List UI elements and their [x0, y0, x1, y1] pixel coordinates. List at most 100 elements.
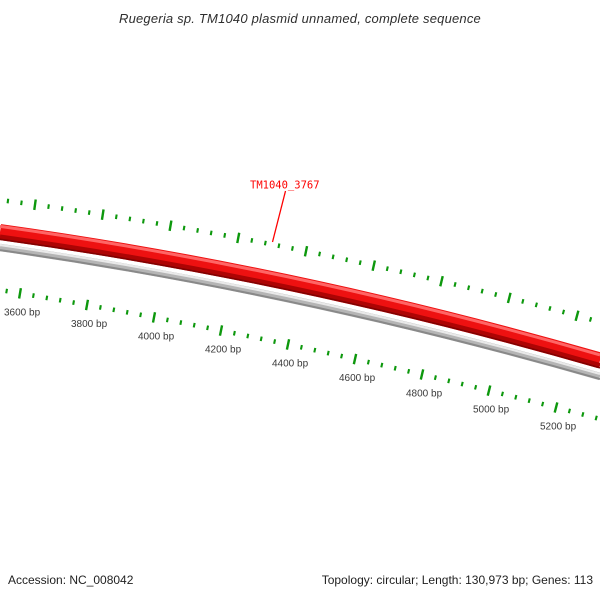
- minor-tick-mark: [561, 309, 566, 315]
- minor-tick-mark: [366, 359, 370, 365]
- minor-tick-mark: [87, 210, 91, 215]
- minor-tick-mark: [541, 401, 545, 407]
- bp-ruler-labels: 3600 bp 3800 bp 4000 bp 4200 bp 4400 bp 4600 …: [4, 307, 577, 432]
- minor-tick-mark: [155, 220, 159, 226]
- minor-tick-mark: [474, 384, 478, 390]
- feature-band-segment[interactable]: [0, 234, 600, 368]
- bp-label: 5200 bp: [540, 422, 577, 433]
- feature-band-segment[interactable]: [0, 238, 600, 369]
- minor-tick-mark: [250, 238, 254, 243]
- minor-tick-mark: [313, 347, 317, 353]
- minor-tick-mark: [380, 362, 384, 368]
- bp-label: 4000 bp: [138, 331, 175, 342]
- minor-tick-mark: [5, 288, 9, 294]
- minor-tick-mark: [521, 298, 525, 304]
- major-tick-mark: [285, 339, 291, 350]
- backbone-segment: [0, 249, 600, 381]
- minor-tick-mark: [326, 350, 330, 356]
- bp-ruler: [5, 287, 598, 421]
- page-title: Ruegeria sp. TM1040 plasmid unnamed, com…: [118, 11, 481, 26]
- minor-tick-mark: [20, 200, 23, 206]
- minor-tick-mark: [72, 300, 76, 306]
- minor-tick-mark: [527, 398, 531, 404]
- major-tick-mark: [419, 369, 425, 380]
- minor-tick-mark: [31, 293, 35, 299]
- minor-tick-mark: [447, 378, 451, 384]
- minor-tick-mark: [179, 320, 183, 326]
- minor-tick-mark: [467, 285, 471, 291]
- major-tick-mark: [439, 275, 444, 287]
- minor-tick-mark: [494, 291, 498, 297]
- major-tick-mark: [574, 310, 580, 322]
- minor-tick-mark: [299, 344, 303, 350]
- feature-band-segment[interactable]: [0, 224, 600, 369]
- minor-tick-mark: [74, 208, 78, 213]
- minor-tick-mark: [209, 230, 213, 236]
- minor-tick-mark: [125, 309, 129, 315]
- major-tick-mark: [168, 220, 173, 232]
- backbone-segment: [0, 243, 600, 376]
- minor-tick-mark: [259, 336, 263, 342]
- minor-tick-mark: [192, 322, 196, 328]
- minor-tick-mark: [45, 295, 49, 301]
- major-tick-mark: [303, 245, 309, 257]
- major-tick-mark: [218, 325, 224, 336]
- feature-label[interactable]: TM1040_3767: [250, 180, 320, 192]
- minor-tick-mark: [393, 365, 397, 371]
- major-tick-mark: [486, 385, 492, 396]
- minor-tick-mark: [594, 415, 598, 421]
- minor-tick-mark: [548, 305, 552, 311]
- minor-tick-mark: [412, 272, 416, 278]
- minor-tick-mark: [273, 339, 277, 345]
- backbone-band: [0, 243, 600, 381]
- minor-tick-mark: [112, 307, 116, 313]
- major-tick-mark: [553, 402, 559, 413]
- bp-label: 3600 bp: [4, 307, 41, 318]
- outer-tick-ruler: [6, 198, 593, 322]
- minor-tick-mark: [480, 288, 484, 294]
- major-tick-mark: [352, 353, 358, 365]
- status-accession: Accession: NC_008042: [8, 573, 134, 587]
- minor-tick-mark: [182, 225, 186, 231]
- minor-tick-mark: [128, 216, 132, 222]
- minor-tick-mark: [223, 232, 227, 238]
- minor-tick-mark: [453, 281, 457, 287]
- minor-tick-mark: [206, 325, 210, 331]
- minor-tick-mark: [581, 411, 585, 417]
- minor-tick-mark: [246, 333, 250, 339]
- feature-band[interactable]: [0, 224, 600, 369]
- minor-tick-mark: [460, 381, 464, 387]
- minor-tick-mark: [514, 394, 518, 400]
- status-bar: Accession: NC_008042 Topology: circular;…: [0, 573, 600, 587]
- feature-leader-line: [271, 190, 287, 243]
- major-tick-mark: [33, 199, 37, 211]
- backbone-segment: [0, 243, 600, 381]
- minor-tick-mark: [407, 368, 411, 374]
- minor-tick-mark: [345, 257, 349, 263]
- minor-tick-mark: [534, 302, 538, 308]
- minor-tick-mark: [385, 266, 389, 272]
- minor-tick-mark: [290, 246, 294, 251]
- minor-tick-mark: [277, 243, 281, 249]
- minor-tick-mark: [60, 206, 64, 211]
- minor-tick-mark: [114, 214, 118, 220]
- major-tick-mark: [506, 292, 512, 304]
- major-tick-mark: [236, 232, 241, 244]
- minor-tick-mark: [196, 228, 200, 233]
- minor-tick-mark: [588, 316, 593, 322]
- minor-tick-mark: [232, 330, 236, 336]
- minor-tick-mark: [567, 408, 571, 414]
- minor-tick-mark: [426, 275, 430, 281]
- major-tick-mark: [100, 209, 105, 221]
- bp-label: 4600 bp: [339, 373, 376, 384]
- bp-label: 4800 bp: [406, 389, 443, 400]
- major-tick-mark: [151, 312, 157, 323]
- bp-label: 4200 bp: [205, 345, 242, 356]
- bp-label: 3800 bp: [71, 319, 108, 330]
- minor-tick-mark: [340, 353, 344, 359]
- major-tick-mark: [371, 260, 377, 272]
- feature-band-segment[interactable]: [0, 224, 600, 357]
- minor-tick-mark: [6, 198, 10, 204]
